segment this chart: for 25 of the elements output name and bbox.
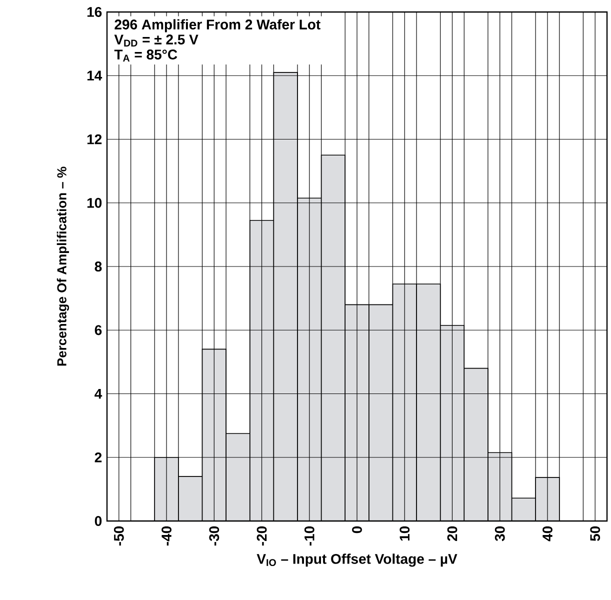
annotation: T$_{A}$ = 85°C bbox=[114, 50, 178, 62]
x-tick-label: 40 bbox=[542, 526, 552, 542]
y-tick-label: 2 bbox=[94, 452, 102, 462]
x-tick-label: 50 bbox=[590, 526, 600, 541]
y-tick-label: 14 bbox=[87, 70, 102, 80]
x-tick-label: 10 bbox=[400, 526, 410, 541]
x-tick-label: -50 bbox=[114, 526, 124, 546]
x-tick-label: 0 bbox=[352, 526, 362, 534]
annotation: 296 Amplifier From 2 Wafer Lot bbox=[114, 19, 320, 32]
x-tick-label: -10 bbox=[304, 526, 314, 546]
y-tick-label: 10 bbox=[87, 198, 102, 208]
y-tick-label: 4 bbox=[94, 388, 102, 399]
y-tick-label: 8 bbox=[94, 262, 102, 272]
y-tick-label: 6 bbox=[94, 325, 102, 336]
x-tick-label: -30 bbox=[209, 526, 220, 546]
x-tick-label: 20 bbox=[447, 526, 458, 541]
x-tick-label: -40 bbox=[162, 526, 172, 546]
x-axis-title: V$_{IO}$ – Input Offset Voltage – µV bbox=[256, 554, 458, 567]
annotation: V$_{DD}$ = ± 2.5 V bbox=[114, 34, 198, 46]
y-axis-title: Percentage Of Amplification – % bbox=[56, 166, 70, 366]
y-tick-label: 16 bbox=[87, 7, 102, 17]
y-tick-label: 12 bbox=[87, 134, 102, 144]
x-tick-label: -20 bbox=[256, 526, 267, 546]
y-tick-label: 0 bbox=[94, 516, 102, 526]
x-tick-label: 30 bbox=[494, 526, 505, 542]
